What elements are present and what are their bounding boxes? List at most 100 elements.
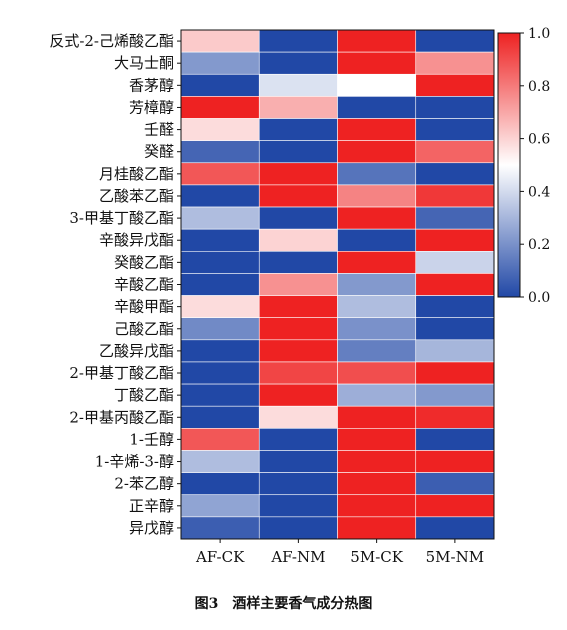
heatmap-cell <box>180 450 260 473</box>
heatmap-cell <box>337 73 417 97</box>
heatmap-cell <box>337 295 417 318</box>
row-label: 芳樟醇 <box>129 98 174 116</box>
colorbar-tick-label: 0.2 <box>528 237 550 253</box>
heatmap-cell <box>258 317 338 341</box>
row-label: 壬醛 <box>144 121 174 139</box>
heatmap-cell <box>258 472 338 496</box>
row-label: 异戊醇 <box>129 519 174 537</box>
heatmap-cell <box>337 96 417 119</box>
heatmap-cell <box>415 184 495 208</box>
heatmap-cell <box>415 494 495 518</box>
heatmap-cell <box>337 472 417 496</box>
heatmap-cell <box>258 428 338 451</box>
heatmap-cell <box>258 29 338 53</box>
heatmap-cell <box>415 228 495 252</box>
heatmap-cell <box>258 73 338 97</box>
heatmap-cell <box>258 118 338 141</box>
colorbar-tick-label: 0.8 <box>528 79 550 95</box>
row-label: 大马士酮 <box>114 54 174 72</box>
heatmap-cell <box>258 295 338 318</box>
heatmap-cell <box>180 361 260 385</box>
heatmap-cell <box>258 361 338 385</box>
heatmap-cell <box>180 251 260 274</box>
heatmap-cell <box>415 51 495 75</box>
heatmap-cell <box>415 206 495 230</box>
heatmap-cell <box>415 140 495 164</box>
heatmap-cell <box>180 383 260 407</box>
heatmap-cell <box>337 29 417 53</box>
row-label: 乙酸异戊酯 <box>99 342 174 360</box>
heatmap-cell <box>180 295 260 318</box>
row-label: 2-甲基丁酸乙酯 <box>69 364 174 382</box>
heatmap-cells <box>180 29 495 540</box>
row-label: 月桂酸乙酯 <box>99 165 174 183</box>
colorbar-tick-label: 0.4 <box>528 184 550 200</box>
heatmap-cell <box>415 29 495 53</box>
heatmap-cell <box>180 73 260 97</box>
row-label: 反式-2-己烯酸乙酯 <box>49 32 174 50</box>
heatmap-cell <box>337 184 417 208</box>
heatmap-cell <box>180 162 260 186</box>
heatmap-cell <box>337 162 417 186</box>
heatmap-cell <box>337 339 417 363</box>
heatmap-cell <box>258 96 338 119</box>
heatmap-cell <box>337 450 417 473</box>
heatmap-cell <box>180 428 260 451</box>
heatmap-cell <box>337 383 417 407</box>
heatmap-cell <box>180 184 260 208</box>
row-label: 正辛醇 <box>129 497 174 515</box>
heatmap-cell <box>180 472 260 496</box>
heatmap-cell <box>415 361 495 385</box>
heatmap-cell <box>258 339 338 363</box>
column-label: 5M-CK <box>350 548 403 566</box>
row-label: 辛酸甲酯 <box>114 298 174 316</box>
colorbar-tick-label: 0.6 <box>528 132 550 148</box>
colorbar-ticks: 0.0 0.2 0.4 0.6 0.8 1.0 <box>520 26 550 306</box>
heatmap-cell <box>415 516 495 540</box>
row-label: 己酸乙酯 <box>114 320 174 338</box>
row-label: 辛酸乙酯 <box>114 275 174 293</box>
heatmap-cell <box>258 51 338 75</box>
colorbar-tick-label: 0.0 <box>528 290 550 306</box>
heatmap-cell <box>337 251 417 274</box>
heatmap-cell <box>337 51 417 75</box>
column-labels: AF-CK AF-NM 5M-CK 5M-NM <box>195 538 484 566</box>
heatmap-cell <box>415 162 495 186</box>
heatmap-cell <box>337 228 417 252</box>
heatmap-cell <box>258 162 338 186</box>
heatmap-cell <box>337 118 417 141</box>
row-label: 乙酸苯乙酯 <box>99 187 174 205</box>
heatmap-cell <box>180 96 260 119</box>
heatmap-cell <box>415 450 495 473</box>
colorbar-tick-label: 1.0 <box>528 26 550 42</box>
heatmap-cell <box>180 273 260 296</box>
heatmap-cell <box>258 184 338 208</box>
heatmap-cell <box>337 494 417 518</box>
heatmap-cell <box>415 118 495 141</box>
heatmap-cell <box>180 29 260 53</box>
heatmap-cell <box>258 450 338 473</box>
heatmap-cell <box>180 494 260 518</box>
row-label: 1-壬醇 <box>129 430 174 448</box>
row-label: 1-辛烯-3-醇 <box>95 453 174 471</box>
heatmap-cell <box>415 405 495 429</box>
heatmap-cell <box>337 140 417 164</box>
heatmap-cell <box>258 516 338 540</box>
heatmap-cell <box>258 273 338 296</box>
heatmap-cell <box>258 206 338 230</box>
heatmap-cell <box>337 516 417 540</box>
heatmap-cell <box>258 251 338 274</box>
row-label: 香茅醇 <box>129 76 174 94</box>
heatmap-cell <box>415 73 495 97</box>
heatmap-cell <box>258 405 338 429</box>
row-label: 丁酸乙酯 <box>114 386 174 404</box>
heatmap-cell <box>180 206 260 230</box>
heatmap-cell <box>415 273 495 296</box>
heatmap-cell <box>180 405 260 429</box>
heatmap-cell <box>180 140 260 164</box>
heatmap-cell <box>180 228 260 252</box>
heatmap-cell <box>180 317 260 341</box>
heatmap-cell <box>337 273 417 296</box>
heatmap-cell <box>415 96 495 119</box>
